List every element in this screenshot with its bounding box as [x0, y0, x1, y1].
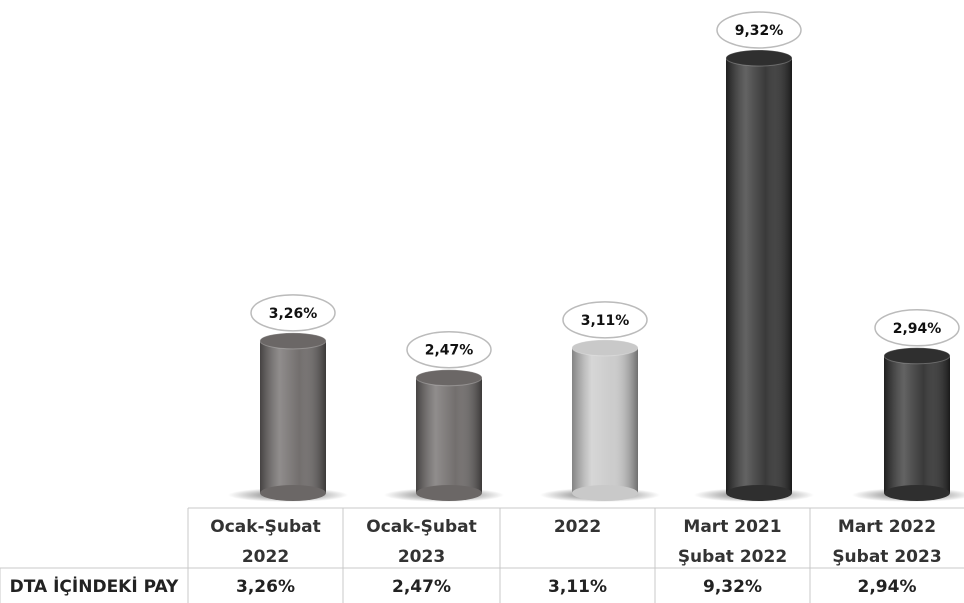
table-value: 2,47% [392, 577, 451, 597]
bar-shade [260, 340, 326, 493]
label-bubble [250, 294, 336, 332]
data-label: 3,26% [269, 306, 318, 322]
bar-bottom [260, 485, 326, 501]
data-label: 2,47% [425, 343, 474, 359]
category-label: 2022 [554, 517, 601, 537]
bar-bottom [416, 485, 482, 501]
label-bubble [716, 11, 802, 49]
bar-top [259, 332, 327, 350]
bar-top [415, 369, 483, 387]
label-bubble [406, 330, 492, 369]
table-value: 3,26% [236, 577, 295, 597]
table-row-label: DTA İÇİNDEKİ PAY [10, 575, 179, 597]
table-value: 3,11% [548, 577, 607, 597]
bar-shade [572, 347, 638, 493]
data-label: 9,32% [735, 23, 784, 39]
table-grid [0, 507, 964, 603]
category-label: Mart 2021 [683, 517, 781, 537]
table-value: 9,32% [703, 577, 762, 597]
label-bubble [874, 309, 960, 347]
category-label: Şubat 2023 [832, 547, 941, 567]
category-label: 2023 [398, 547, 445, 567]
bar-top [725, 49, 793, 67]
bar-bottom [572, 485, 638, 501]
bar-shade [416, 377, 482, 493]
data-label: 3,11% [581, 313, 630, 329]
bar-top [571, 339, 639, 357]
bar-bottom [884, 485, 950, 501]
category-label: 2022 [242, 547, 289, 567]
bar-bottom [726, 485, 792, 501]
category-label: Mart 2022 [838, 517, 936, 537]
data-label: 2,94% [893, 321, 942, 337]
bar-shade [726, 58, 792, 493]
category-label: Ocak-Şubat [366, 517, 476, 537]
label-bubble [562, 301, 648, 339]
bar-top [883, 347, 951, 365]
bar-shade [884, 355, 950, 493]
category-label: Şubat 2022 [678, 547, 787, 567]
table-value: 2,94% [858, 577, 917, 597]
category-label: Ocak-Şubat [210, 517, 320, 537]
